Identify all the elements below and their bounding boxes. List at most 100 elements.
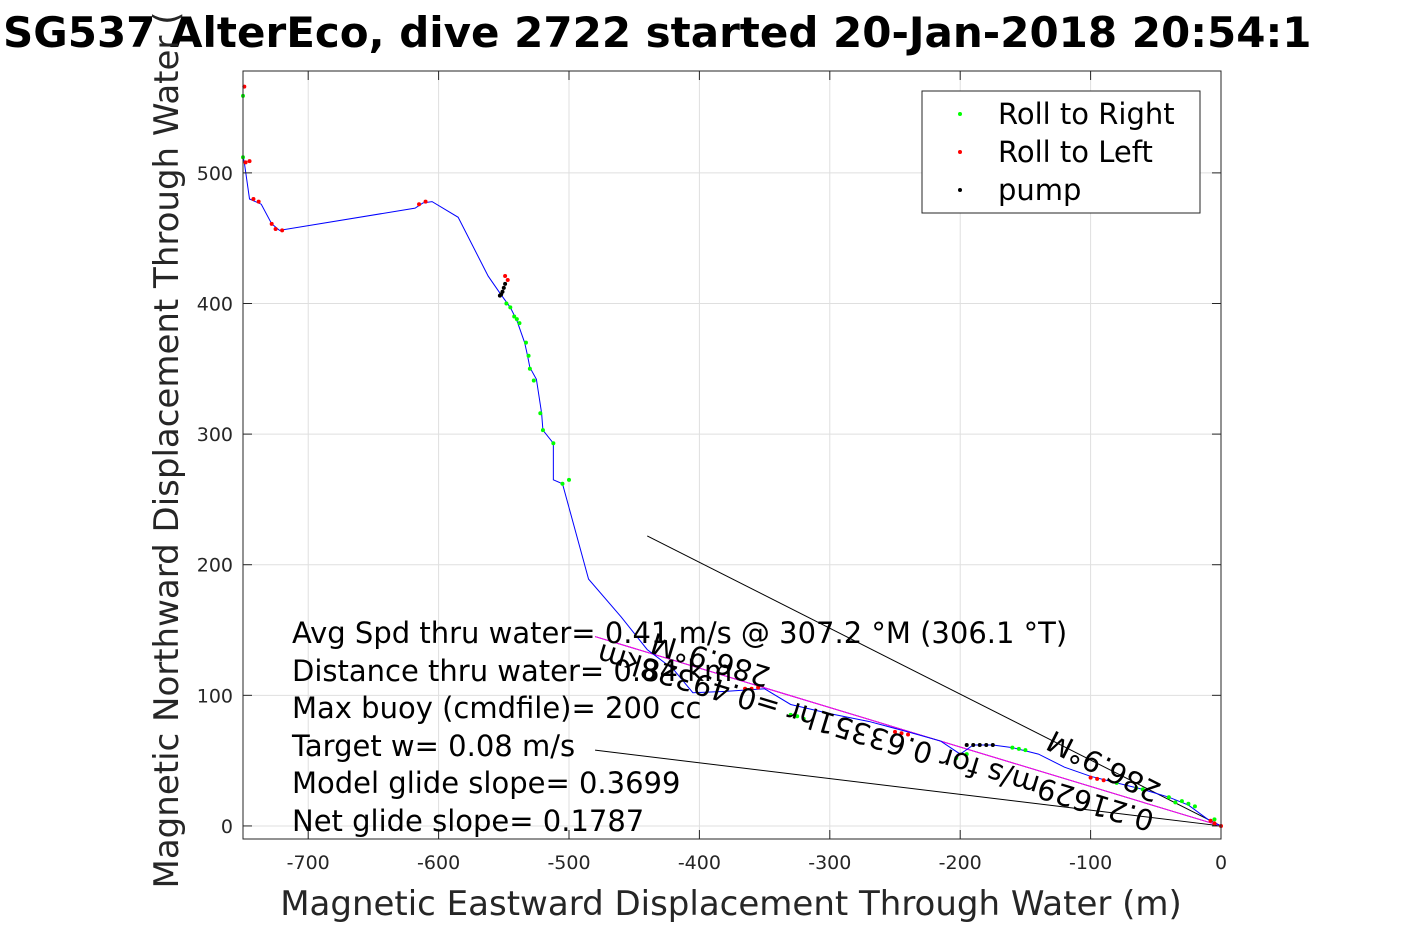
legend-label-roll-left: Roll to Left <box>998 135 1153 169</box>
roll-right-point <box>523 340 528 345</box>
chart-title: SG537 AlterEco, dive 2722 started 20-Jan… <box>3 8 1311 57</box>
stat-net-glide-slope: Net glide slope= 0.1787 <box>292 804 644 838</box>
roll-right-point <box>954 756 959 761</box>
roll-right-point <box>1114 780 1119 785</box>
roll-right-point <box>1016 746 1021 751</box>
roll-left-point <box>1101 778 1106 783</box>
legend-box <box>921 90 1201 214</box>
roll-left-point <box>1208 818 1213 823</box>
pump-point <box>497 293 502 298</box>
reference-line-0 <box>647 535 1222 827</box>
roll-right-point <box>508 305 513 310</box>
x-tick-label: -200 <box>939 852 982 874</box>
roll-left-point <box>505 277 510 282</box>
stat-target-w: Target w= 0.08 m/s <box>291 729 575 763</box>
roll-right-point <box>1186 801 1191 806</box>
roll-right-point <box>788 712 793 717</box>
legend: Roll to Right Roll to Left pump <box>921 90 1201 214</box>
reference-line-2 <box>595 749 1222 827</box>
y-tick-label: 300 <box>197 424 233 446</box>
roll-right-point <box>1023 748 1028 753</box>
roll-left-point <box>743 686 748 691</box>
plot-area <box>241 84 1223 828</box>
roll-left-point <box>251 197 256 201</box>
roll-right-point <box>527 366 532 371</box>
x-tick-label: -700 <box>287 852 330 874</box>
roll-left-point <box>906 732 911 737</box>
pump-point <box>503 281 508 286</box>
legend-marker-roll-left <box>958 150 962 154</box>
stat-model-glide-slope: Model glide slope= 0.3699 <box>292 766 680 800</box>
stat-max-buoy: Max buoy (cmdfile)= 200 cc <box>292 691 701 725</box>
roll-left-point <box>417 202 422 207</box>
axis-ticks: -700 -600 -500 -400 -300 -200 -100 0 0 100 200 300 4… <box>197 71 1227 874</box>
roll-left-point <box>756 685 761 690</box>
dive-track-line <box>242 86 1222 827</box>
x-axis-label: Magnetic Eastward Displacement Through W… <box>280 884 1182 924</box>
pump-point <box>990 742 995 747</box>
rotated-labels: 0.21629m/s for 0.63351hr =0.49328km 286.… <box>593 626 1166 838</box>
x-tick-label: -100 <box>1069 852 1112 874</box>
roll-right-point <box>1212 817 1217 822</box>
y-tick-label: 0 <box>221 816 233 838</box>
roll-right-point <box>1179 799 1184 804</box>
roll-right-point <box>801 716 806 721</box>
y-tick-label: 500 <box>197 163 233 185</box>
legend-label-roll-right: Roll to Right <box>998 97 1175 131</box>
roll-right-point <box>551 441 556 446</box>
y-tick-label: 100 <box>197 685 233 707</box>
roll-right-point <box>526 353 531 358</box>
pump-point <box>984 742 989 747</box>
roll-right-point <box>1166 795 1171 800</box>
roll-right-point <box>512 314 517 319</box>
roll-left-point <box>1088 775 1093 780</box>
y-axis-label: Magnetic Northward Displacement Through … <box>147 12 187 889</box>
roll-left-point <box>256 199 261 204</box>
roll-left-point <box>503 274 508 279</box>
roll-right-point <box>531 378 536 383</box>
x-tick-label: -400 <box>678 852 721 874</box>
roll-left-point <box>269 221 274 226</box>
roll-right-point <box>538 411 543 416</box>
axes-box <box>242 70 1222 840</box>
legend-marker-pump <box>958 188 962 192</box>
stats-annotation: Avg Spd thru water= 0.41 m/s @ 307.2 °M … <box>291 616 1067 838</box>
roll-right-point <box>795 714 800 719</box>
roll-left-point <box>423 199 428 204</box>
roll-right-point <box>1173 800 1178 805</box>
roll-right-point <box>1140 787 1145 792</box>
stat-avg-speed: Avg Spd thru water= 0.41 m/s @ 307.2 °M … <box>292 616 1067 650</box>
pump-point <box>971 742 976 747</box>
pump-point <box>977 742 982 747</box>
roll-right-point <box>567 477 571 482</box>
y-tick-label: 400 <box>197 293 233 315</box>
roll-left-point <box>893 729 897 734</box>
roll-left-point <box>899 731 904 736</box>
roll-left-point <box>1095 776 1100 781</box>
roll-left-point <box>280 228 285 233</box>
x-tick-label: -500 <box>547 852 590 874</box>
reference-line-3 <box>594 636 1222 827</box>
x-tick-label: 0 <box>1215 852 1227 874</box>
roll-right-point <box>504 301 509 306</box>
x-tick-label: -300 <box>808 852 851 874</box>
roll-right-point <box>517 321 522 326</box>
roll-left-point <box>243 160 248 165</box>
roll-left-point <box>273 227 278 232</box>
stat-distance: Distance thru water= 0.84 km <box>292 654 732 688</box>
roll-left-point <box>749 686 754 691</box>
roll-right-point <box>1010 745 1015 750</box>
roll-right-point <box>1134 786 1139 791</box>
pump-point <box>501 285 506 290</box>
legend-label-pump: pump <box>998 173 1081 207</box>
pump-point <box>964 742 969 747</box>
y-tick-label: 200 <box>197 555 233 577</box>
roll-left-point <box>247 159 252 164</box>
x-tick-label: -600 <box>417 852 460 874</box>
roll-right-point <box>514 317 519 322</box>
roll-left-point <box>1212 821 1217 826</box>
roll-right-point <box>964 752 969 757</box>
roll-right-point <box>540 428 545 433</box>
roll-right-point <box>560 481 565 486</box>
